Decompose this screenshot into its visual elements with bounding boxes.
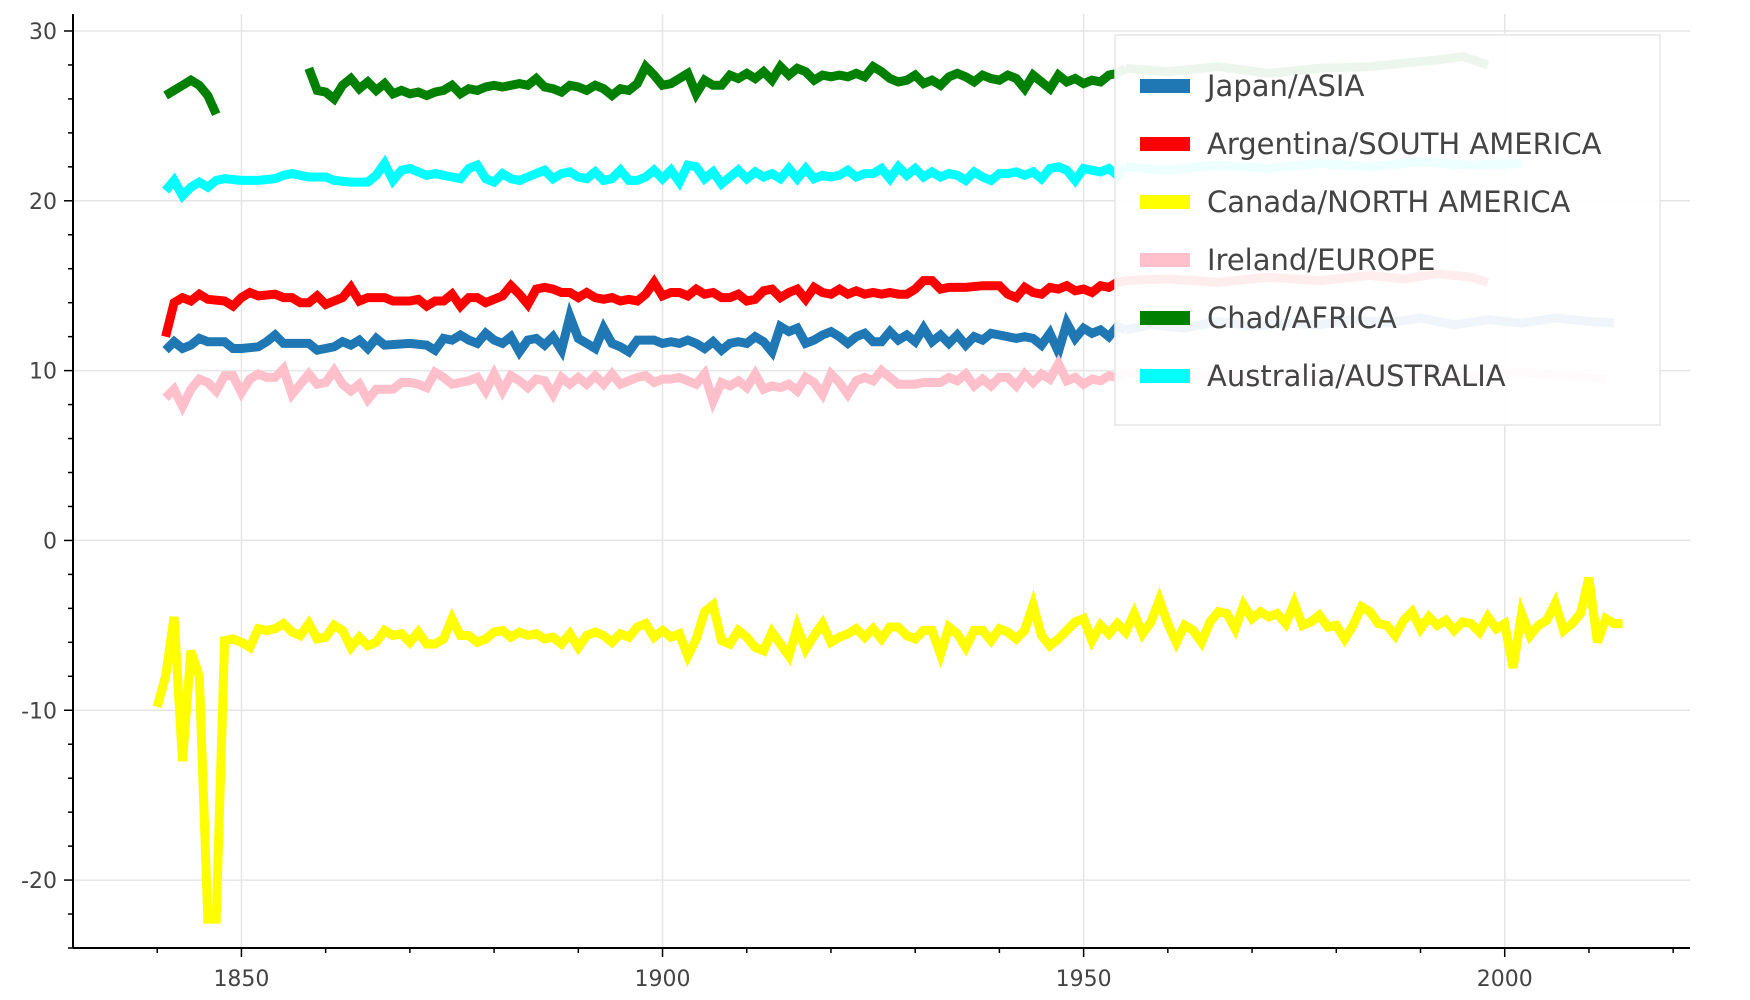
series-lines [152, 51, 1623, 924]
legend-label: Ireland/EUROPE [1207, 243, 1435, 277]
legend-box [1114, 34, 1661, 426]
series-line [304, 58, 1129, 106]
y-tick-label: 30 [29, 20, 57, 45]
axes: 1850 1900 1950 2000 -20 -10 0 10 20 30 [21, 14, 1690, 992]
series-line [162, 154, 1129, 204]
legend-swatch [1140, 79, 1190, 93]
x-tick-label: 1850 [213, 967, 269, 992]
x-tick-label: 1950 [1056, 967, 1112, 992]
y-tick-label: 10 [29, 360, 57, 385]
x-tick-label: 1900 [635, 967, 691, 992]
legend: Japan/ASIA Argentina/SOUTH AMERICA Canada/… [1114, 34, 1661, 426]
series-line [152, 576, 1623, 924]
series-line [162, 301, 1128, 365]
legend-label: Australia/AUSTRALIA [1207, 359, 1506, 393]
y-tick-label: -10 [21, 699, 57, 724]
series-line [163, 74, 221, 117]
y-tick-label: 20 [29, 190, 57, 215]
legend-swatch [1140, 253, 1190, 267]
series-line [162, 354, 1129, 417]
y-tick-label: -20 [21, 869, 57, 894]
legend-swatch [1140, 195, 1190, 209]
legend-swatch [1140, 311, 1190, 325]
legend-label: Canada/NORTH AMERICA [1207, 185, 1571, 219]
y-tick-label: 0 [43, 529, 57, 554]
legend-label: Argentina/SOUTH AMERICA [1207, 127, 1602, 161]
series-line [161, 274, 1127, 338]
legend-label: Chad/AFRICA [1207, 301, 1397, 335]
legend-label: Japan/ASIA [1205, 69, 1364, 103]
legend-swatch [1140, 137, 1190, 151]
x-tick-label: 2000 [1477, 967, 1533, 992]
legend-swatch [1140, 369, 1190, 383]
